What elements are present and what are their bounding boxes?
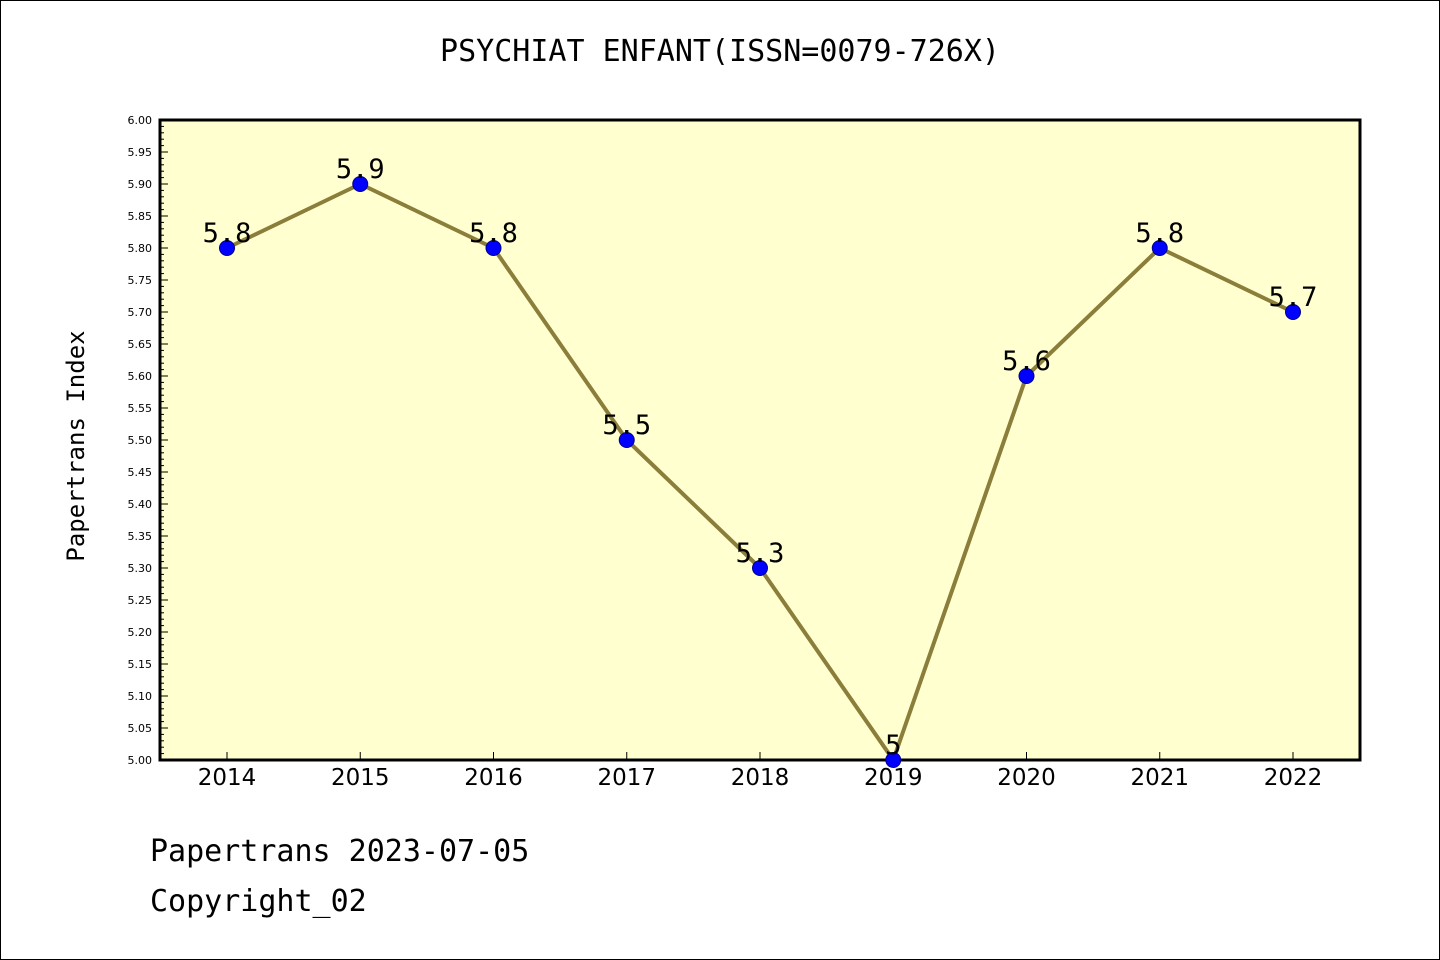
chart-title: PSYCHIAT ENFANT(ISSN=0079-726X) [440,34,1000,69]
y-tick-label: 5.50 [128,434,153,447]
data-label: 5.6 [1002,346,1051,377]
y-tick-label: 5.55 [128,402,153,415]
data-point [485,240,502,256]
x-axis-ticks: 2014 2015 2016 2017 2018 2019 2020 2021 2022 [198,752,1323,791]
y-tick-label: 5.30 [128,562,153,575]
x-tick-label: 2021 [1130,765,1189,791]
y-tick-label: 5.90 [128,178,153,191]
y-tick-label: 5.05 [128,722,153,735]
x-tick-label: 2017 [597,765,656,791]
y-tick-label: 5.25 [128,594,153,607]
x-tick-label: 2018 [731,765,790,791]
y-tick-label: 5.70 [128,306,153,319]
data-point [752,560,768,576]
data-label: 5 [885,730,901,761]
y-tick-label: 5.20 [128,626,153,639]
y-axis-ticks: 5.00 5.05 5.10 5.15 5.20 5.25 5.30 5.35 5.40 5.45… [128,114,168,767]
y-tick-label: 5.15 [128,658,153,671]
y-tick-label: 5.95 [128,146,153,159]
data-point [1285,304,1301,320]
y-tick-label: 5.80 [128,242,153,255]
x-tick-label: 2016 [464,765,523,791]
y-tick-label: 5.40 [128,498,153,511]
y-tick-label: 5.85 [128,210,153,223]
data-label: 5.7 [1269,282,1318,313]
data-point [1018,368,1035,384]
data-point [618,432,635,448]
x-tick-label: 2020 [997,765,1056,791]
y-tick-label: 5.10 [128,690,153,703]
data-label: 5.9 [336,154,385,185]
data-labels: 5.8 5.9 5.8 5.5 5.3 5 5.6 5.8 5.7 [203,154,1318,761]
data-point [219,240,235,256]
plot-area [158,118,1362,762]
x-tick-label: 2019 [864,765,923,791]
y-tick-label: 5.75 [128,274,153,287]
data-label: 5.8 [203,218,252,249]
x-tick-label: 2015 [331,765,390,791]
x-tick-label: 2022 [1264,765,1323,791]
data-point [1151,240,1168,256]
y-tick-label: 5.35 [128,530,153,543]
footer-copyright: Copyright_02 [150,884,367,919]
data-label: 5.3 [736,538,785,569]
footer-date: Papertrans 2023-07-05 [150,834,530,869]
series-markers [219,176,1301,768]
y-tick-label: 6.00 [128,114,153,127]
data-label: 5.8 [469,218,518,249]
y-tick-label: 5.45 [128,466,153,479]
y-tick-label: 5.00 [128,754,153,767]
x-tick-label: 2014 [198,765,257,791]
y-tick-label: 5.60 [128,370,153,383]
data-label: 5.8 [1135,218,1184,249]
y-tick-label: 5.65 [128,338,153,351]
data-point [885,752,902,768]
data-label: 5.5 [602,410,651,441]
data-point [352,176,369,192]
